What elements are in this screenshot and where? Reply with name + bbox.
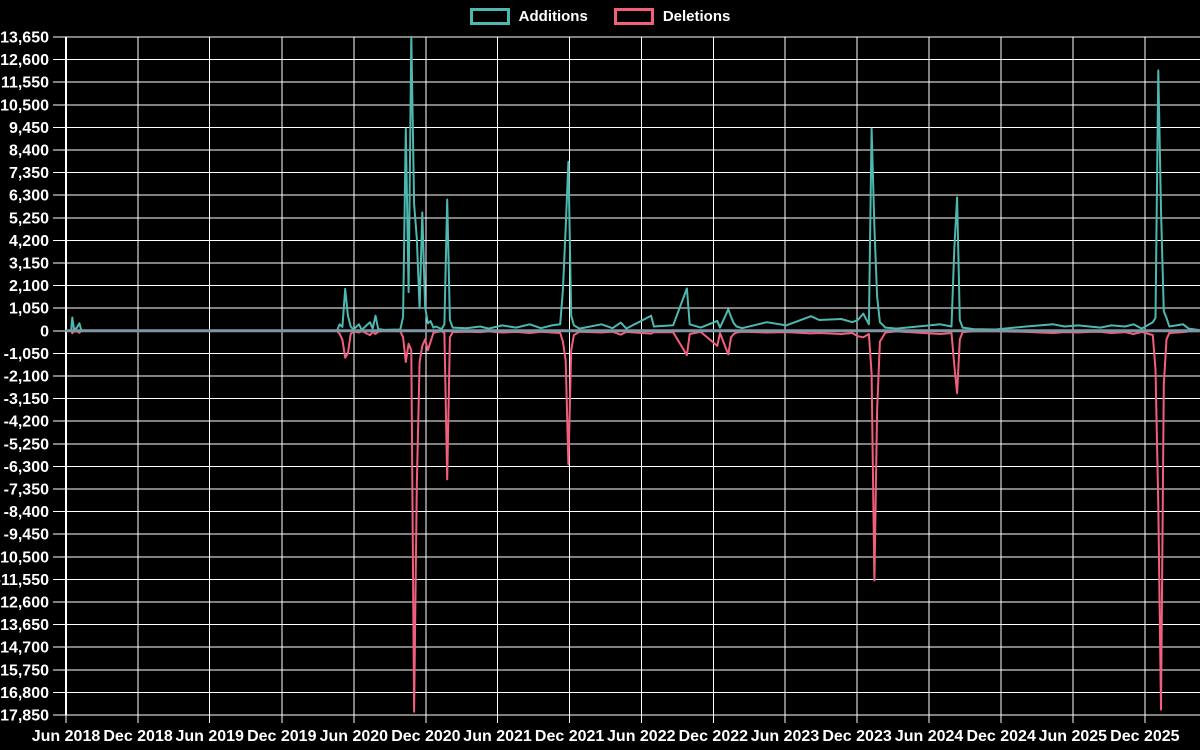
y-axis-labels: 13,650 12,600 11,550 10,500 9,450 8,400 7,350 6… (0, 30, 49, 725)
y-axis-tick-label: -10,500 (0, 549, 49, 566)
x-axis-tick-label: Jun 2021 (463, 728, 532, 745)
x-axis-tick-label: Jun 2024 (895, 728, 964, 745)
y-axis-tick-label: -15,750 (0, 662, 49, 679)
grid-lines (65, 36, 1200, 716)
legend-label-additions: Additions (518, 8, 588, 25)
y-axis-tick-label: -3,150 (4, 391, 49, 408)
y-axis-tick-label: 13,650 (0, 30, 49, 47)
x-axis-tick-label: Dec 2024 (966, 728, 1035, 745)
x-axis-tick-label: Jun 2019 (175, 728, 244, 745)
y-axis-tick-label: -12,600 (0, 595, 49, 612)
y-axis-tick-label: -4,200 (4, 414, 49, 431)
chart-legend: Additions Deletions (0, 8, 1200, 25)
x-axis-tick-label: Dec 2023 (822, 728, 891, 745)
y-axis-tick-label: 2,100 (9, 278, 49, 295)
y-axis-tick-label: 1,050 (9, 301, 49, 318)
axis-tick-marks (53, 36, 1146, 723)
y-axis-tick-label: -8,400 (4, 504, 49, 521)
y-axis-tick-label: -11,550 (0, 572, 49, 589)
legend-item-deletions[interactable]: Deletions (613, 8, 731, 25)
x-axis-tick-label: Dec 2020 (391, 728, 460, 745)
y-axis-tick-label: -2,100 (4, 369, 49, 386)
y-axis-tick-label: 5,250 (9, 210, 49, 227)
x-axis-tick-label: Dec 2025 (1110, 728, 1179, 745)
y-axis-tick-label: 10,500 (0, 97, 49, 114)
y-axis-tick-label: -9,450 (4, 527, 49, 544)
legend-item-additions[interactable]: Additions (469, 8, 588, 25)
x-axis-tick-label: Dec 2022 (679, 728, 748, 745)
additions-line (65, 36, 1200, 332)
y-axis-tick-label: -5,250 (4, 436, 49, 453)
x-axis-labels: Jun 2018 Dec 2018 Jun 2019 Dec 2019 Jun 2020… (32, 728, 1180, 745)
y-axis-tick-label: -1,050 (4, 346, 49, 363)
y-axis-tick-label: -13,650 (0, 617, 49, 634)
legend-label-deletions: Deletions (662, 8, 731, 25)
x-axis-tick-label: Dec 2019 (247, 728, 316, 745)
y-axis-tick-label: -14,700 (0, 640, 49, 657)
deletions-line (65, 329, 1200, 713)
y-axis-tick-label: -16,800 (0, 685, 49, 702)
y-axis-tick-label: 8,400 (9, 143, 49, 160)
y-axis-tick-label: 12,600 (0, 52, 49, 69)
x-axis-tick-label: Jun 2020 (320, 728, 389, 745)
y-axis-tick-label: -6,300 (4, 459, 49, 476)
x-axis-tick-label: Jun 2023 (751, 728, 820, 745)
y-axis-tick-label: 4,200 (9, 233, 49, 250)
y-axis-tick-label: 9,450 (9, 120, 49, 137)
x-axis-tick-label: Jun 2022 (607, 728, 676, 745)
y-axis-tick-label: 11,550 (1, 75, 49, 92)
y-axis-tick-label: 3,150 (9, 256, 49, 273)
x-axis-tick-label: Jun 2025 (1039, 728, 1108, 745)
y-axis-tick-label: -17,850 (0, 708, 49, 725)
x-axis-tick-label: Jun 2018 (32, 728, 101, 745)
y-axis-tick-label: -7,350 (4, 482, 49, 499)
x-axis-tick-label: Dec 2021 (535, 728, 604, 745)
y-axis-tick-label: 6,300 (9, 188, 49, 205)
deletions-swatch-icon (613, 8, 654, 25)
x-axis-tick-label: Dec 2018 (103, 728, 172, 745)
y-axis-tick-label: 0 (40, 323, 49, 340)
y-axis-tick-label: 7,350 (9, 165, 49, 182)
additions-swatch-icon (469, 8, 510, 25)
